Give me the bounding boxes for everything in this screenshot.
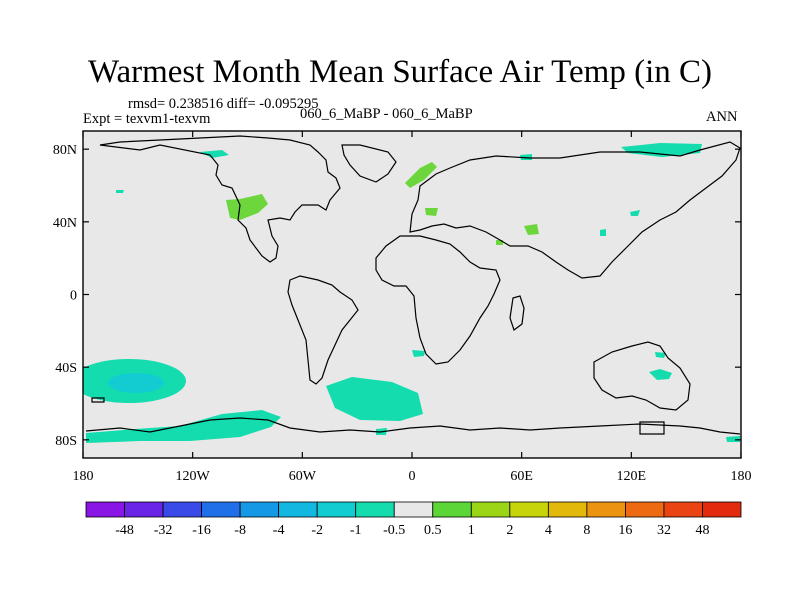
x-tick-label: 60E	[510, 469, 533, 484]
colorbar-swatch	[470, 501, 511, 518]
coastline-madagascar	[509, 295, 525, 331]
colorbar-swatch	[85, 501, 125, 518]
colorbar-label: -16	[192, 523, 211, 538]
colorbar-label: 0.5	[424, 523, 442, 538]
anomaly-east-asia	[630, 210, 640, 216]
anomaly-layer	[83, 143, 740, 443]
colorbar: -48 -32 -16 -8 -4 -2 -1 -0.5 0.5 1 2 4 8 16 32 48	[85, 501, 742, 538]
colorbar-label: -48	[115, 523, 134, 538]
colorbar-swatch	[239, 501, 280, 518]
anomaly-south-atlantic	[326, 377, 423, 421]
chart-title: Warmest Month Mean Surface Air Temp (in …	[87, 54, 713, 90]
colorbar-swatch	[355, 501, 395, 518]
anomaly-southern-africa	[412, 350, 425, 357]
anomaly-australia	[649, 369, 672, 380]
anomaly-china	[600, 229, 606, 236]
experiment-label: Expt = texvm1-texvm	[83, 111, 211, 127]
colorbar-label: 2	[506, 523, 513, 538]
colorbar-label: 8	[583, 523, 590, 538]
colorbar-label: 48	[695, 523, 709, 538]
colorbar-swatch	[663, 501, 703, 518]
colorbar-swatch	[547, 501, 588, 518]
colorbar-swatch	[702, 501, 742, 518]
colorbar-label: -1	[350, 523, 362, 538]
axis-ticks: 180 120W 60W 0 60E 120E 180 80N 40N 0 40S 80S	[53, 131, 752, 484]
anomaly-siberia	[621, 143, 702, 157]
colorbar-swatch	[316, 501, 357, 518]
x-tick-label: 180	[73, 469, 94, 484]
colorbar-swatch	[201, 501, 241, 518]
coastline-eurasia	[409, 141, 741, 279]
coastline-australia	[593, 341, 691, 411]
anomaly-central-asia	[524, 224, 539, 235]
y-tick-label: 80N	[53, 143, 77, 158]
coastline-island-antarctic	[639, 421, 665, 435]
colorbar-swatch	[509, 501, 549, 518]
y-tick-label: 0	[70, 289, 77, 304]
x-tick-label: 0	[409, 469, 416, 484]
x-tick-label: 60W	[289, 469, 317, 484]
colorbar-label: -8	[234, 523, 246, 538]
colorbar-label: 16	[618, 523, 632, 538]
x-tick-label: 180	[731, 469, 752, 484]
colorbar-swatch	[625, 501, 665, 518]
colorbar-label: 1	[468, 523, 475, 538]
colorbar-label: -0.5	[383, 523, 405, 538]
colorbar-label: 4	[545, 523, 552, 538]
colorbar-label: -4	[273, 523, 285, 538]
colorbar-swatch	[162, 501, 202, 518]
anomaly-europe	[425, 208, 438, 216]
anomaly-greenland-coast	[200, 150, 229, 158]
anomaly-pacific-north	[116, 190, 124, 193]
x-tick-label: 120W	[176, 469, 211, 484]
anomaly-australia-north	[655, 352, 666, 358]
anomaly-western-north-america	[226, 194, 268, 220]
coastline-greenland	[341, 144, 397, 183]
colorbar-label: -2	[311, 523, 323, 538]
coastline-africa	[375, 235, 501, 365]
coastline-antarctica	[85, 417, 741, 435]
coastline-island-south-pacific	[91, 397, 105, 403]
center-label: 060_6_MaBP - 060_6_MaBP	[300, 106, 473, 122]
coastlines	[85, 135, 741, 435]
colorbar-swatch	[432, 501, 472, 518]
coastline-south-america	[287, 275, 359, 385]
anomaly-antarctic-east	[726, 436, 740, 442]
anomaly-south-pacific-core	[108, 373, 164, 393]
y-tick-label: 80S	[55, 434, 77, 449]
x-tick-label: 120E	[617, 469, 647, 484]
colorbar-label: 32	[657, 523, 671, 538]
stats-text: rmsd= 0.238516 diff= -0.095295	[128, 96, 319, 112]
colorbar-swatch	[124, 501, 164, 518]
season-label: ANN	[706, 109, 738, 125]
y-tick-label: 40S	[55, 361, 77, 376]
colorbar-swatch	[278, 501, 318, 518]
colorbar-swatch	[586, 501, 626, 518]
colorbar-swatch	[393, 501, 434, 518]
y-tick-label: 40N	[53, 216, 77, 231]
colorbar-label: -32	[154, 523, 173, 538]
anomaly-scandinavia	[405, 162, 437, 188]
coastline-north-america	[99, 135, 341, 263]
